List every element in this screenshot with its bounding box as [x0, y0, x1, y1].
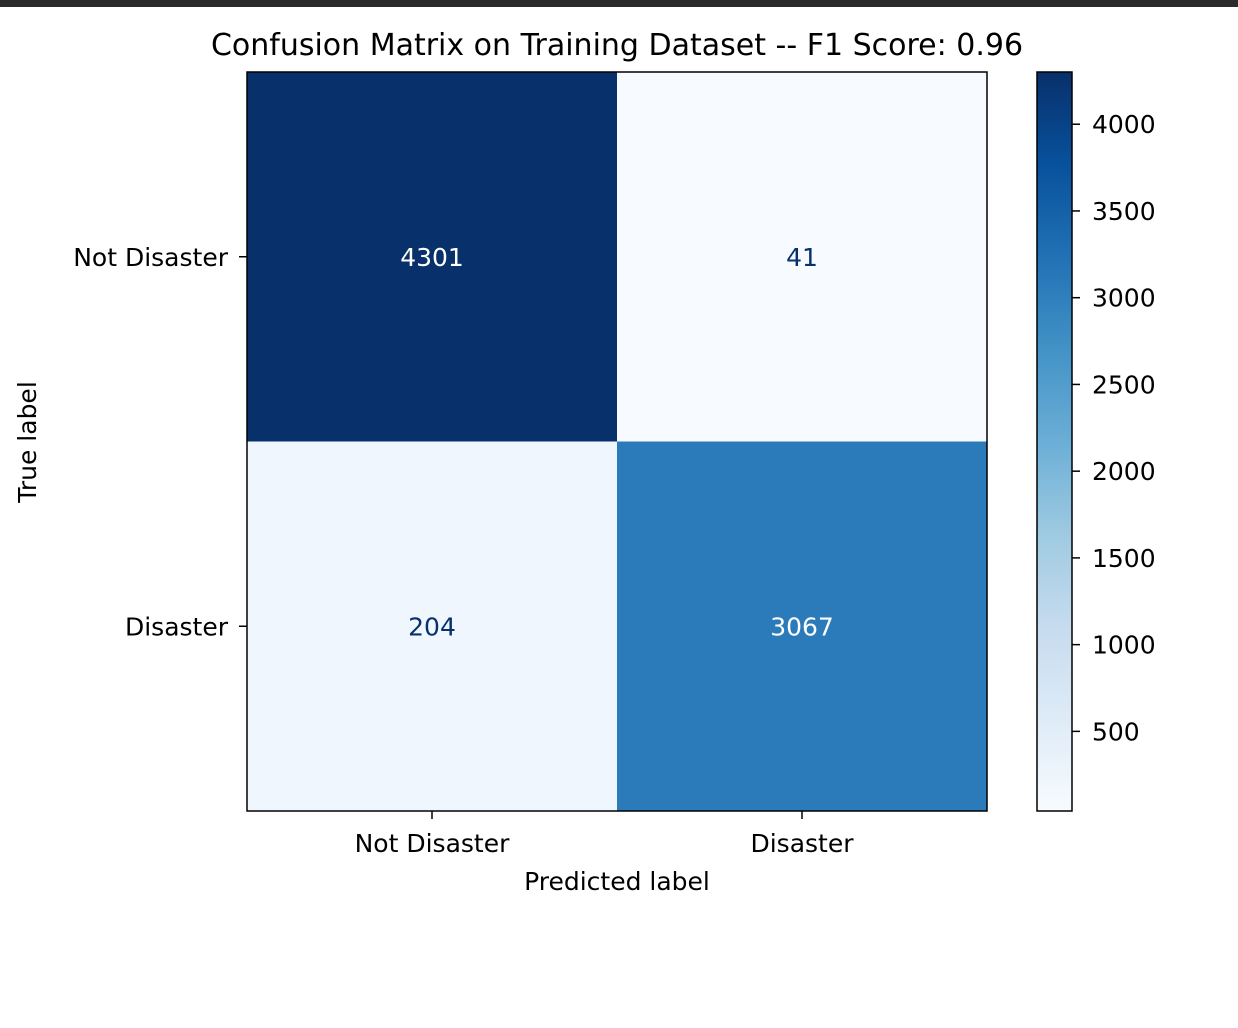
matrix-cell — [617, 441, 988, 812]
cell-value-label: 204 — [408, 612, 456, 641]
colorbar-tick-label: 3000 — [1092, 284, 1156, 313]
chart-title: Confusion Matrix on Training Dataset -- … — [211, 28, 1023, 63]
x-tick-label: Not Disaster — [355, 829, 510, 858]
cell-value-label: 41 — [786, 243, 818, 272]
y-tick-label: Not Disaster — [73, 243, 228, 272]
colorbar-tick-label: 2500 — [1092, 370, 1156, 399]
colorbar-ticks: 500 1000 1500 2000 2500 3000 3500 4000 — [1072, 110, 1156, 746]
y-tick-label: Disaster — [125, 612, 229, 641]
matrix-cell — [247, 441, 618, 812]
colorbar-tick-label: 1500 — [1092, 544, 1156, 573]
y-axis-label: True label — [13, 381, 42, 504]
colorbar-tick-label: 3500 — [1092, 197, 1156, 226]
colorbar-tick-label: 2000 — [1092, 457, 1156, 486]
matrix-cells: 4301 41 204 3067 — [247, 72, 988, 812]
colorbar — [1037, 72, 1072, 811]
matrix-cell — [247, 72, 618, 442]
x-axis-ticks: Not Disaster Disaster — [355, 811, 854, 858]
colorbar-frame — [1036, 71, 1073, 812]
window-top-bar — [0, 0, 1238, 7]
colorbar-tick-label: 1000 — [1092, 631, 1156, 660]
cell-value-label: 3067 — [770, 612, 834, 641]
colorbar-tick-label: 4000 — [1092, 110, 1156, 139]
x-axis-label: Predicted label — [524, 867, 710, 896]
x-tick-label: Disaster — [750, 829, 854, 858]
plot-frame — [246, 71, 988, 812]
cell-value-label: 4301 — [400, 243, 464, 272]
matrix-cell — [617, 72, 988, 442]
colorbar-tick-label: 500 — [1092, 717, 1140, 746]
y-axis-ticks: Not Disaster Disaster — [73, 243, 247, 641]
